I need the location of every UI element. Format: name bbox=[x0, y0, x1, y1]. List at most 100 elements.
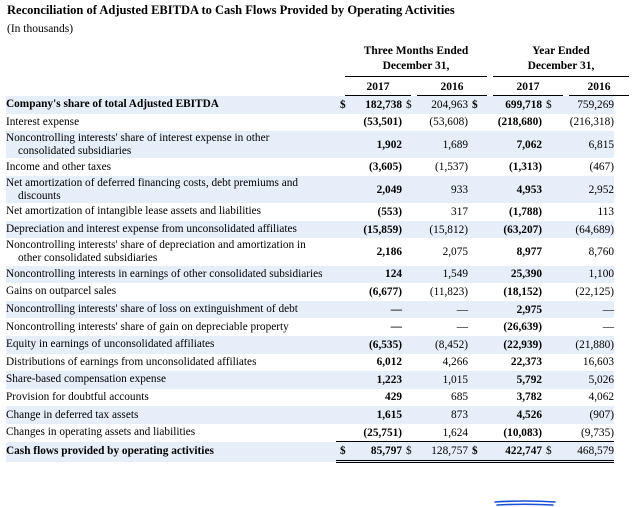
value-cell: (1,788) bbox=[468, 203, 542, 221]
value-cell: $204,963 bbox=[402, 96, 468, 114]
cell-value: — bbox=[456, 321, 468, 334]
value-cell: 933 bbox=[402, 175, 468, 204]
table-row: Interest expense (53,501) (53,608) (218,680… bbox=[6, 114, 614, 132]
value-cell: 16,603 bbox=[542, 354, 614, 372]
value-cell: $759,269 bbox=[542, 96, 614, 114]
value-cell: — bbox=[402, 318, 468, 336]
header-three-months-line2: December 31, bbox=[382, 60, 450, 72]
value-cell: 1,615 bbox=[336, 406, 402, 424]
value-cell: 113 bbox=[542, 203, 614, 221]
cell-value: — bbox=[390, 321, 402, 334]
cell-value: (3,605) bbox=[369, 161, 402, 174]
cell-value: 113 bbox=[597, 205, 614, 218]
cell-value: 182,738 bbox=[365, 98, 402, 111]
value-cell: (53,608) bbox=[402, 114, 468, 132]
value-cell: 22,373 bbox=[468, 354, 542, 372]
value-cell: 2,049 bbox=[336, 175, 402, 204]
cell-value: 2,075 bbox=[442, 245, 468, 258]
cell-value: 5,792 bbox=[516, 373, 542, 386]
handwritten-underline-annotation bbox=[494, 500, 556, 506]
value-cell: 4,953 bbox=[468, 175, 542, 204]
table-row: Change in deferred tax assets 1,615 873 4,5… bbox=[6, 406, 614, 424]
row-label-text: Gains on outparcel sales bbox=[6, 285, 117, 298]
header-year-col1: 2017 bbox=[345, 80, 411, 96]
value-cell: — bbox=[542, 300, 614, 319]
cell-value: (1,313) bbox=[509, 161, 542, 174]
cell-value: 317 bbox=[451, 205, 468, 218]
value-cell: (22,939) bbox=[468, 335, 542, 354]
value-cell: (467) bbox=[542, 158, 614, 176]
cell-value: (26,639) bbox=[503, 321, 542, 334]
row-label-text: Noncontrolling interests' share of loss … bbox=[6, 303, 298, 316]
value-cell: (21,880) bbox=[542, 335, 614, 354]
cell-value: 873 bbox=[451, 409, 468, 422]
cell-value: — bbox=[390, 303, 402, 316]
cell-value: — bbox=[602, 303, 614, 316]
row-label: Equity in earnings of unconsolidated aff… bbox=[6, 335, 336, 354]
value-cell: — bbox=[542, 318, 614, 336]
cell-value: (25,751) bbox=[363, 426, 402, 439]
value-cell: 1,624 bbox=[402, 424, 468, 442]
header-three-months-line1: Three Months Ended bbox=[363, 45, 469, 57]
currency-symbol: $ bbox=[472, 98, 478, 111]
header-year-ended-line1: Year Ended bbox=[532, 45, 590, 57]
cell-value: 124 bbox=[385, 268, 402, 281]
row-label-continuation: other consolidated subsidiaries bbox=[18, 251, 158, 264]
currency-symbol: $ bbox=[340, 98, 346, 111]
row-label-text: Net amortization of intangible lease ass… bbox=[6, 205, 262, 218]
value-cell: 6,012 bbox=[336, 354, 402, 372]
cell-value: — bbox=[602, 321, 614, 334]
row-label: Change in deferred tax assets bbox=[6, 406, 336, 424]
value-cell: (216,318) bbox=[542, 114, 614, 132]
cell-value: 4,953 bbox=[516, 183, 542, 196]
value-cell: — bbox=[402, 300, 468, 319]
value-cell: 1,100 bbox=[542, 265, 614, 284]
cell-value: 8,760 bbox=[588, 245, 614, 258]
table-row: Noncontrolling interests' share of gain … bbox=[6, 318, 614, 336]
value-cell: (63,207) bbox=[468, 220, 542, 239]
reconciliation-table: Company's share of total Adjusted EBITDA… bbox=[6, 96, 614, 464]
cell-value: (6,535) bbox=[369, 338, 402, 351]
table-row: Net amortization of intangible lease ass… bbox=[6, 203, 614, 221]
value-cell: (18,152) bbox=[468, 283, 542, 301]
row-label-continuation: consolidated subsidiaries bbox=[18, 144, 132, 157]
cell-value: 699,718 bbox=[505, 98, 542, 111]
cell-value: (218,680) bbox=[497, 116, 542, 129]
table-row: Changes in operating assets and liabilit… bbox=[6, 424, 614, 442]
document-subtitle: (In thousands) bbox=[7, 23, 74, 35]
currency-symbol: $ bbox=[546, 98, 552, 111]
value-cell: 2,952 bbox=[542, 175, 614, 204]
cell-value: 3,782 bbox=[516, 391, 542, 404]
header-year-col4: 2016 bbox=[569, 80, 629, 96]
row-label-continuation: discounts bbox=[18, 189, 61, 202]
row-label: Noncontrolling interests in earnings of … bbox=[6, 265, 336, 284]
cell-value: 1,624 bbox=[442, 426, 468, 439]
cell-value: 1,902 bbox=[376, 138, 402, 151]
cell-value: (15,812) bbox=[429, 223, 468, 236]
table-body: Company's share of total Adjusted EBITDA… bbox=[6, 96, 614, 464]
row-label-text: Share-based compensation expense bbox=[6, 373, 166, 386]
cell-value: 4,266 bbox=[442, 356, 468, 369]
currency-symbol: $ bbox=[406, 445, 412, 458]
cell-value: 933 bbox=[451, 183, 468, 196]
cell-value: 1,615 bbox=[376, 409, 402, 422]
cell-value: (467) bbox=[589, 161, 614, 174]
value-cell: (15,859) bbox=[336, 220, 402, 239]
row-label: Provision for doubtful accounts bbox=[6, 389, 336, 407]
cell-value: 759,269 bbox=[577, 98, 614, 111]
value-cell: 1,549 bbox=[402, 265, 468, 284]
table-row: Noncontrolling interests' share of inter… bbox=[6, 131, 614, 159]
cell-value: (64,689) bbox=[575, 223, 614, 236]
header-year-col3: 2017 bbox=[493, 80, 563, 96]
cell-value: 2,952 bbox=[588, 183, 614, 196]
cell-value: (18,152) bbox=[503, 285, 542, 298]
cell-value: 2,186 bbox=[376, 245, 402, 258]
value-cell: 8,760 bbox=[542, 238, 614, 265]
cell-value: 4,062 bbox=[588, 391, 614, 404]
cell-value: 6,815 bbox=[588, 138, 614, 151]
value-cell: (553) bbox=[336, 203, 402, 221]
table-row: Noncontrolling interests' share of loss … bbox=[6, 300, 614, 319]
cell-value: 22,373 bbox=[510, 356, 542, 369]
row-label-text: Depreciation and interest expense from u… bbox=[6, 223, 297, 236]
